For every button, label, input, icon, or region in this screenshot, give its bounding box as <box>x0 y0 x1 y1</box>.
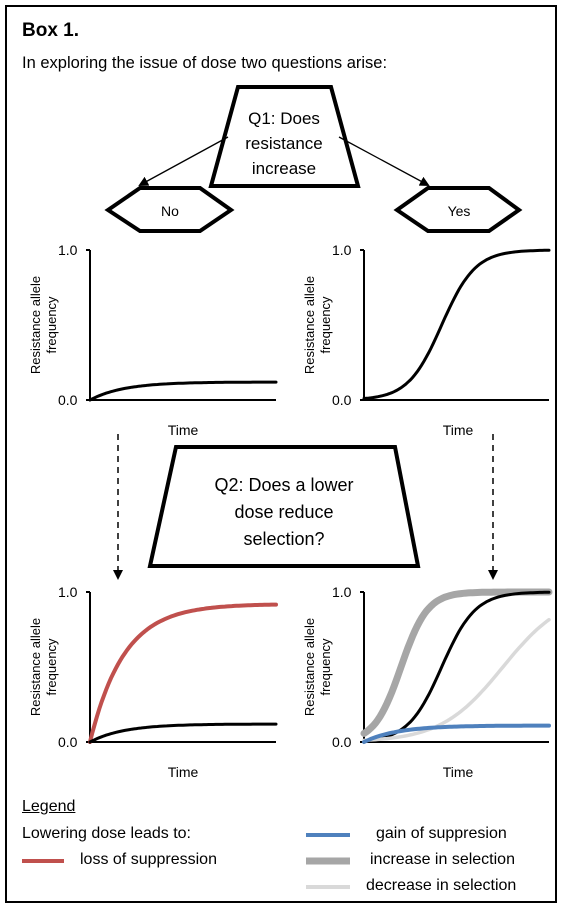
q1-line-1: Q1: Does <box>248 109 320 128</box>
yes-diamond <box>393 186 523 233</box>
q1-line-2: resistance <box>245 134 322 153</box>
y-axis-label: Resistance allelefrequency <box>302 618 333 716</box>
q2-trapezoid <box>147 445 421 568</box>
y-tick-label-bottom: 0.0 <box>58 392 78 408</box>
q2-line-3: selection? <box>243 529 324 549</box>
series-baseline <box>362 590 551 742</box>
legend-label-loss: loss of suppression <box>80 851 217 868</box>
y-tick-label-top: 1.0 <box>58 242 78 258</box>
series-baseline <box>362 248 551 400</box>
y-axis-label: Resistance allelefrequency <box>28 276 59 374</box>
x-axis-label: Time <box>168 422 199 438</box>
y-axis-label: Resistance allelefrequency <box>302 276 333 374</box>
chart-bottom-left: 1.0 0.0 Time Resistance allelefrequency <box>28 584 278 780</box>
y-tick-label-top: 1.0 <box>332 242 352 258</box>
x-axis-label: Time <box>443 764 474 780</box>
x-axis-label: Time <box>443 422 474 438</box>
q1-trapezoid <box>208 85 361 188</box>
series-baseline <box>88 380 278 402</box>
no-label: No <box>161 203 179 219</box>
legend-label-decrease: decrease in selection <box>366 877 517 894</box>
intro-text: In exploring the issue of dose two quest… <box>22 54 388 72</box>
series-loss <box>88 602 278 744</box>
y-tick-label-bottom: 0.0 <box>332 392 352 408</box>
q2-line-1: Q2: Does a lower <box>214 475 353 495</box>
box-frame <box>5 5 557 903</box>
box-title: Box 1. <box>22 20 80 41</box>
legend-subtitle: Lowering dose leads to: <box>22 825 191 842</box>
chart-top-left: 1.0 0.0 Time Resistance allelefrequency <box>28 242 278 438</box>
arrow-q1-to-no <box>138 136 229 186</box>
series-decrease <box>362 617 551 743</box>
chart-top-right: 1.0 0.0 Time Resistance allelefrequency <box>302 242 551 438</box>
q2-line-2: dose reduce <box>234 502 333 522</box>
y-tick-label-top: 1.0 <box>332 584 352 600</box>
legend-label-gain: gain of suppresion <box>376 825 507 842</box>
y-tick-label-bottom: 0.0 <box>58 734 78 750</box>
series-gain <box>362 723 551 744</box>
legend-label-increase: increase in selection <box>370 851 515 868</box>
charts-layer: 1.0 0.0 Time Resistance allelefrequency 1.0 0… <box>28 242 553 780</box>
yes-label: Yes <box>448 203 471 219</box>
y-axis-label: Resistance allelefrequency <box>28 618 59 716</box>
series-increase <box>360 588 553 737</box>
q1-line-3: increase <box>252 159 316 178</box>
arrow-q1-to-yes <box>338 136 430 186</box>
series-baseline <box>88 722 278 744</box>
x-axis-label: Time <box>168 764 199 780</box>
y-tick-label-top: 1.0 <box>58 584 78 600</box>
y-tick-label-bottom: 0.0 <box>332 734 352 750</box>
chart-bottom-right: 1.0 0.0 Time Resistance allelefrequency <box>302 584 553 780</box>
legend-swatches <box>22 833 350 889</box>
no-diamond <box>104 186 235 233</box>
legend-title: Legend <box>22 798 76 815</box>
